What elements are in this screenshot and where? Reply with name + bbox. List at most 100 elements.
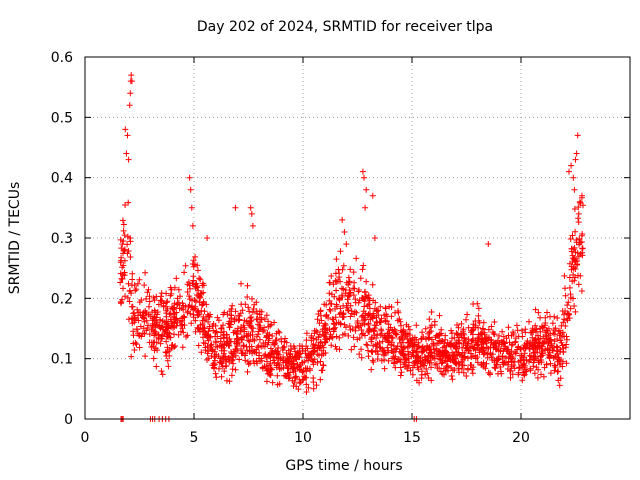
data-point bbox=[181, 269, 188, 276]
data-point bbox=[288, 346, 295, 353]
data-point bbox=[200, 282, 207, 289]
data-point bbox=[145, 311, 152, 318]
data-point bbox=[118, 257, 125, 264]
data-point bbox=[527, 329, 534, 336]
data-point bbox=[200, 339, 207, 346]
data-point bbox=[310, 385, 317, 392]
data-point bbox=[155, 335, 162, 342]
data-point bbox=[347, 302, 354, 309]
data-point bbox=[128, 353, 135, 360]
grid bbox=[85, 57, 630, 419]
data-point bbox=[363, 186, 370, 193]
data-point bbox=[205, 318, 212, 325]
y-tick-label: 0.6 bbox=[51, 50, 73, 66]
data-point bbox=[275, 355, 282, 362]
data-point bbox=[179, 321, 186, 328]
x-axis-title: GPS time / hours bbox=[285, 458, 402, 474]
data-point bbox=[283, 339, 290, 346]
data-point bbox=[205, 347, 211, 354]
data-point bbox=[559, 333, 565, 340]
data-point bbox=[424, 370, 431, 377]
data-point bbox=[238, 336, 245, 342]
data-point bbox=[572, 258, 578, 265]
data-point bbox=[279, 347, 286, 353]
data-point bbox=[553, 348, 560, 354]
data-point bbox=[197, 328, 203, 335]
data-point bbox=[438, 326, 445, 333]
y-tick-label: 0.5 bbox=[51, 110, 73, 126]
data-point bbox=[559, 342, 566, 349]
data-point bbox=[153, 314, 160, 321]
data-point bbox=[557, 375, 564, 382]
data-point bbox=[542, 335, 549, 342]
data-point bbox=[482, 337, 489, 343]
data-point bbox=[402, 355, 409, 362]
data-point bbox=[540, 373, 547, 380]
y-tick-label: 0.3 bbox=[51, 231, 73, 247]
data-point bbox=[357, 275, 364, 282]
data-point bbox=[348, 346, 355, 353]
data-point bbox=[292, 355, 299, 362]
data-point bbox=[422, 325, 429, 332]
data-point bbox=[399, 334, 406, 341]
data-point bbox=[326, 290, 333, 297]
data-point bbox=[300, 376, 307, 383]
data-point bbox=[125, 199, 132, 206]
data-point bbox=[511, 365, 518, 372]
data-point bbox=[347, 326, 354, 333]
data-point bbox=[186, 293, 193, 300]
data-point bbox=[169, 305, 176, 312]
data-point bbox=[459, 356, 466, 363]
data-point bbox=[232, 204, 239, 211]
data-point bbox=[515, 369, 522, 376]
data-point bbox=[121, 247, 128, 254]
data-point bbox=[419, 329, 426, 336]
data-point bbox=[292, 348, 299, 355]
data-point bbox=[317, 358, 324, 365]
data-point bbox=[269, 379, 276, 386]
data-point bbox=[395, 309, 402, 316]
data-point bbox=[289, 377, 296, 384]
data-point bbox=[136, 276, 143, 283]
data-point bbox=[534, 374, 541, 381]
data-point bbox=[216, 365, 222, 372]
data-point bbox=[560, 319, 567, 326]
data-point bbox=[572, 156, 579, 163]
data-point bbox=[172, 343, 179, 349]
data-point bbox=[423, 366, 430, 372]
data-point bbox=[396, 336, 403, 342]
data-point bbox=[346, 323, 353, 329]
data-point bbox=[148, 326, 155, 333]
data-point bbox=[575, 204, 582, 211]
data-point bbox=[570, 174, 577, 181]
data-point bbox=[220, 322, 226, 329]
data-point bbox=[555, 328, 562, 335]
data-point bbox=[515, 359, 522, 365]
data-point bbox=[120, 227, 127, 234]
data-point bbox=[158, 368, 165, 375]
data-point bbox=[200, 289, 207, 296]
data-point bbox=[117, 236, 124, 243]
data-point bbox=[228, 312, 235, 319]
data-point bbox=[576, 198, 583, 205]
x-tick-label: 0 bbox=[81, 430, 90, 446]
data-point bbox=[318, 317, 325, 324]
data-point bbox=[561, 272, 568, 279]
data-point bbox=[570, 265, 577, 272]
data-point bbox=[253, 346, 260, 353]
data-point bbox=[170, 320, 177, 327]
data-point bbox=[187, 285, 193, 292]
data-point bbox=[521, 362, 528, 369]
data-point bbox=[392, 364, 399, 371]
data-point bbox=[468, 327, 475, 334]
data-point bbox=[572, 228, 579, 235]
data-point bbox=[187, 310, 194, 317]
data-point bbox=[234, 331, 241, 338]
data-point bbox=[322, 320, 328, 327]
data-point bbox=[475, 312, 482, 319]
data-point bbox=[469, 331, 476, 338]
data-point bbox=[566, 274, 573, 281]
data-point bbox=[537, 328, 544, 335]
data-point bbox=[342, 287, 349, 293]
data-point bbox=[205, 337, 212, 344]
